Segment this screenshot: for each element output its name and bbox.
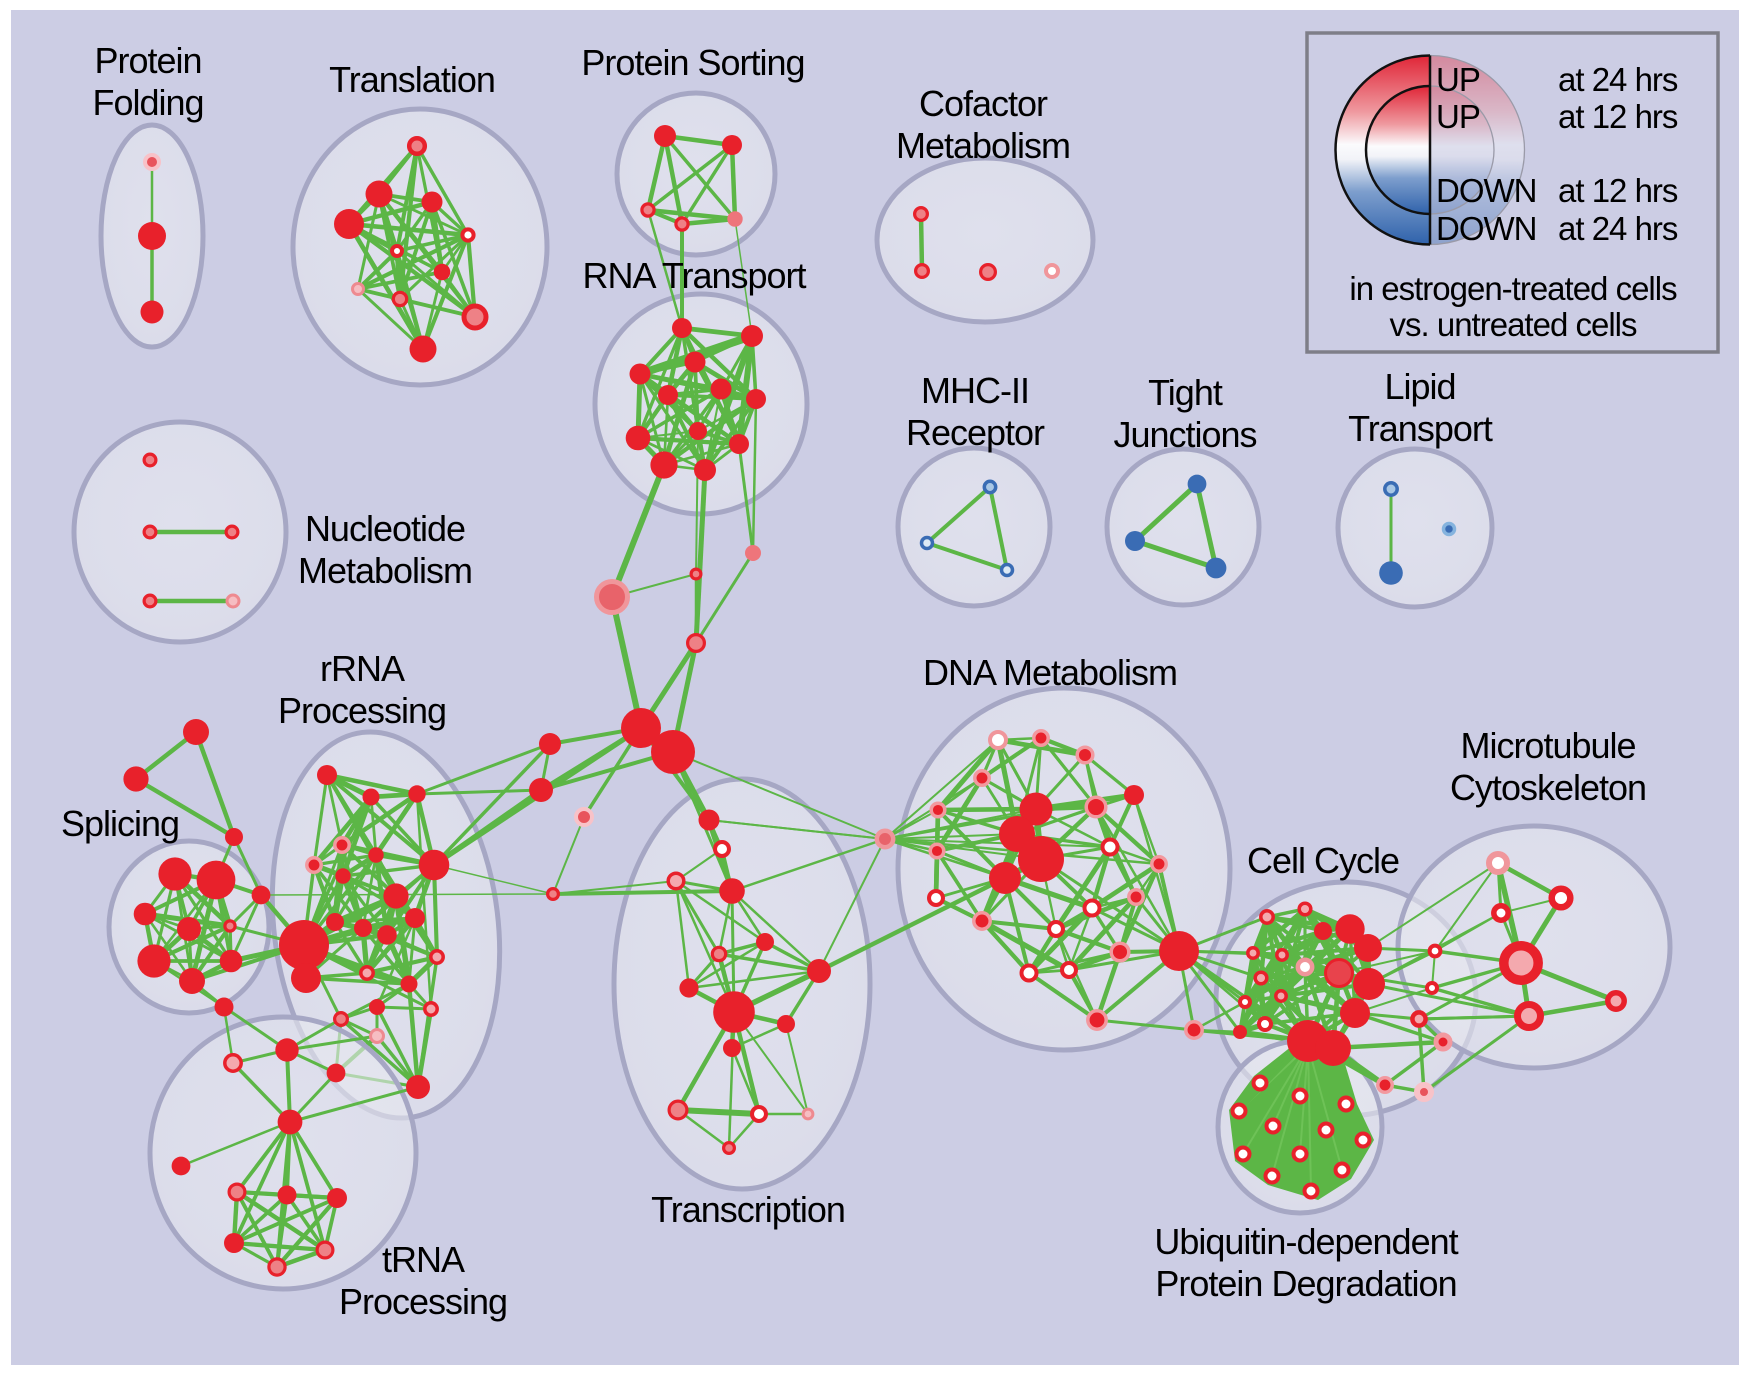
svg-text:Receptor: Receptor <box>906 412 1045 453</box>
svg-text:tRNA: tRNA <box>382 1239 465 1280</box>
svg-text:Metabolism: Metabolism <box>896 125 1070 166</box>
svg-text:DNA Metabolism: DNA Metabolism <box>923 652 1177 693</box>
svg-text:DOWN: DOWN <box>1436 172 1536 209</box>
svg-text:Microtubule: Microtubule <box>1460 725 1635 766</box>
svg-text:Processing: Processing <box>339 1281 507 1322</box>
svg-text:Protein Sorting: Protein Sorting <box>581 42 804 83</box>
svg-text:Transport: Transport <box>1348 408 1493 449</box>
svg-text:rRNA: rRNA <box>320 648 405 689</box>
svg-text:Protein Degradation: Protein Degradation <box>1155 1263 1456 1304</box>
svg-text:RNA Transport: RNA Transport <box>582 255 806 296</box>
svg-text:Splicing: Splicing <box>61 803 179 844</box>
svg-text:Junctions: Junctions <box>1113 414 1256 455</box>
svg-text:at 12 hrs: at 12 hrs <box>1558 98 1678 135</box>
svg-text:Lipid: Lipid <box>1384 366 1455 407</box>
svg-text:Cell Cycle: Cell Cycle <box>1247 840 1399 881</box>
svg-text:MHC-II: MHC-II <box>921 370 1029 411</box>
svg-text:UP: UP <box>1436 98 1480 135</box>
svg-text:UP: UP <box>1436 61 1480 98</box>
svg-text:vs. untreated cells: vs. untreated cells <box>1390 306 1637 343</box>
svg-text:at 24 hrs: at 24 hrs <box>1558 61 1678 98</box>
svg-text:Cofactor: Cofactor <box>919 83 1048 124</box>
svg-text:at 12 hrs: at 12 hrs <box>1558 172 1678 209</box>
svg-text:Tight: Tight <box>1148 372 1223 413</box>
svg-text:at 24 hrs: at 24 hrs <box>1558 210 1678 247</box>
svg-text:DOWN: DOWN <box>1436 210 1536 247</box>
svg-text:Translation: Translation <box>329 59 495 100</box>
svg-text:in estrogen-treated cells: in estrogen-treated cells <box>1349 270 1677 307</box>
svg-text:Metabolism: Metabolism <box>298 550 472 591</box>
svg-text:Protein: Protein <box>94 40 201 81</box>
svg-text:Transcription: Transcription <box>651 1189 845 1230</box>
svg-text:Processing: Processing <box>278 690 446 731</box>
svg-text:Nucleotide: Nucleotide <box>305 508 465 549</box>
svg-text:Cytoskeleton: Cytoskeleton <box>1450 767 1646 808</box>
svg-text:Ubiquitin-dependent: Ubiquitin-dependent <box>1154 1221 1458 1262</box>
svg-text:Folding: Folding <box>92 82 203 123</box>
